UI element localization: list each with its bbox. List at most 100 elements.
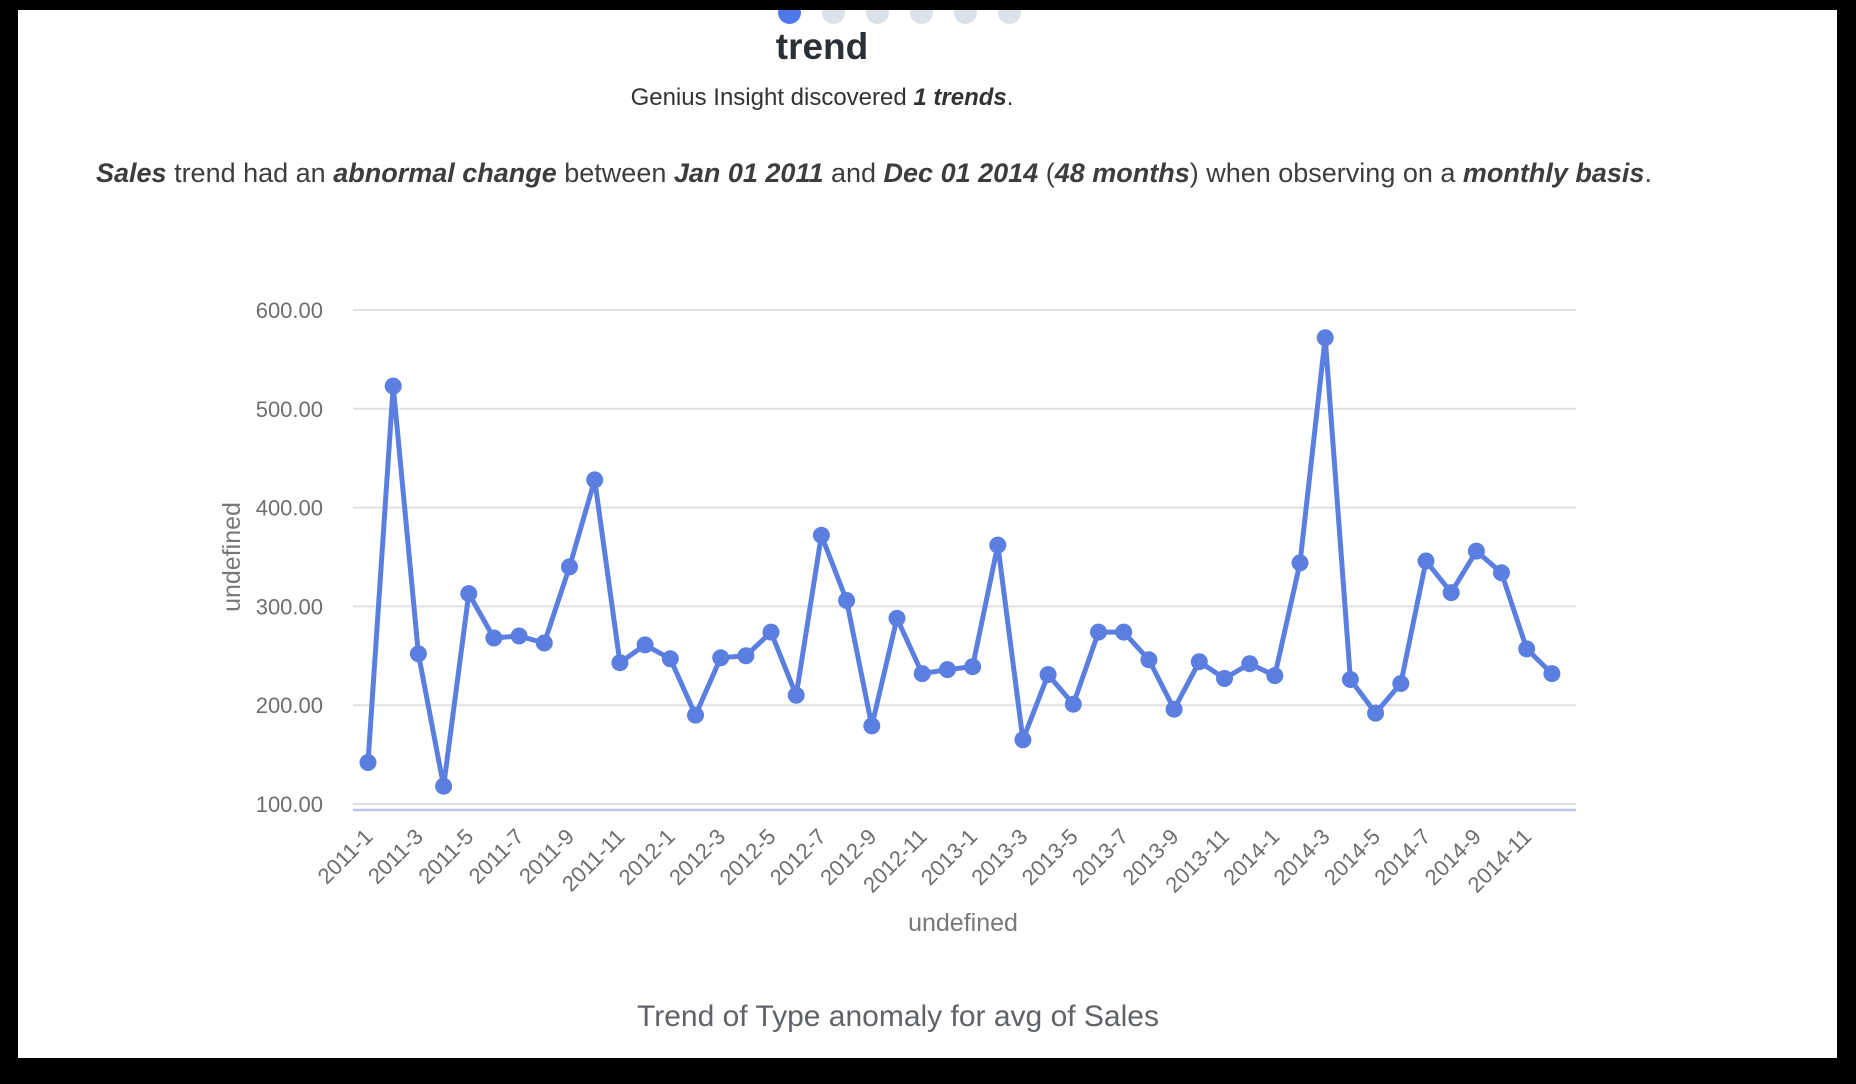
y-tick-label: 200.00 [256, 693, 323, 718]
header-block: trend Genius Insight discovered 1 trends… [18, 26, 1626, 112]
data-point[interactable] [1014, 731, 1032, 749]
data-point[interactable] [1518, 640, 1536, 658]
data-point[interactable] [1367, 704, 1385, 722]
insight-segment-highlight: abnormal change [333, 158, 557, 188]
data-point[interactable] [989, 536, 1007, 554]
data-point[interactable] [1115, 623, 1133, 641]
data-point[interactable] [913, 665, 931, 683]
x-tick-label: 2013-1 [916, 824, 982, 890]
data-point[interactable] [1216, 670, 1233, 687]
insight-segment-text: between [556, 158, 674, 188]
insight-segment-text: and [823, 158, 884, 188]
data-point[interactable] [661, 650, 679, 668]
data-point[interactable] [535, 634, 553, 652]
data-point[interactable] [1039, 666, 1057, 684]
x-tick-label: 2012-3 [664, 824, 730, 890]
insight-segment-text: ( [1038, 158, 1055, 188]
page-content: trend Genius Insight discovered 1 trends… [18, 10, 1837, 1058]
insight-segment-text: trend had an [166, 158, 334, 188]
data-point[interactable] [812, 526, 830, 544]
data-point[interactable] [737, 647, 755, 665]
carousel-dot[interactable] [866, 10, 889, 24]
insight-sentence: Sales trend had an abnormal change betwe… [96, 158, 1816, 189]
data-point[interactable] [687, 706, 704, 724]
carousel-dot[interactable] [910, 10, 933, 24]
data-point[interactable] [1341, 671, 1359, 688]
x-tick-label: 2014-3 [1269, 824, 1335, 890]
data-point[interactable] [561, 558, 578, 576]
data-point[interactable] [1442, 584, 1460, 602]
y-tick-label: 300.00 [256, 594, 323, 619]
data-point[interactable] [1090, 623, 1107, 641]
data-point[interactable] [1064, 695, 1082, 713]
data-point[interactable] [1241, 655, 1259, 673]
trend-line-chart-svg: 600.00 500.00 400.00 300.00 200.00 100.00 2011… [218, 298, 1576, 937]
data-point[interactable] [1266, 667, 1284, 685]
page-title: trend [775, 26, 869, 67]
data-point[interactable] [1291, 554, 1309, 572]
x-tick-label: 2011-5 [413, 824, 478, 889]
data-point[interactable] [1417, 552, 1435, 570]
insight-segment-text: . [1644, 158, 1652, 188]
trend-chart: 600.00 500.00 400.00 300.00 200.00 100.00 2011… [200, 250, 1640, 950]
subtitle-segment-text: . [1006, 84, 1014, 111]
x-tick-label: 2011-7 [464, 824, 529, 889]
y-axis-title: undefined [218, 502, 246, 612]
chart-caption: Trend of Type anomaly for avg of Sales [637, 1000, 1159, 1033]
data-point[interactable] [359, 754, 377, 771]
data-point[interactable] [888, 609, 906, 627]
data-point[interactable] [586, 471, 604, 489]
carousel-dot[interactable] [822, 10, 845, 24]
data-point[interactable] [485, 629, 503, 647]
data-point[interactable] [863, 717, 881, 735]
carousel-dot[interactable] [998, 10, 1021, 24]
y-tick-label: 500.00 [256, 397, 323, 422]
data-point[interactable] [1467, 542, 1485, 560]
data-point[interactable] [762, 623, 780, 641]
data-point[interactable] [611, 654, 629, 672]
data-point[interactable] [636, 636, 654, 654]
data-point[interactable] [1543, 665, 1561, 683]
data-point[interactable] [409, 645, 427, 663]
insight-segment-text: ) when observing on a [1189, 158, 1463, 188]
x-tick-label: 2013-5 [1017, 824, 1083, 890]
data-point[interactable] [1392, 675, 1410, 692]
data-point[interactable] [838, 592, 856, 609]
subtitle-segment-highlight: 1 trends [913, 84, 1007, 111]
x-axis-title: undefined [908, 909, 1018, 937]
data-point[interactable] [1493, 564, 1510, 582]
data-point[interactable] [1316, 329, 1334, 347]
data-point[interactable] [1190, 653, 1208, 671]
x-tick-label: 2012-7 [765, 824, 831, 890]
x-tick-label: 2013-7 [1067, 824, 1133, 890]
insight-segment-highlight: Dec 01 2014 [883, 158, 1039, 188]
x-tick-label: 2014-5 [1319, 824, 1385, 890]
insight-segment-highlight: Jan 01 2011 [673, 158, 824, 188]
x-tick-label: 2014-7 [1369, 824, 1435, 890]
x-tick-label: 2014-1 [1218, 824, 1284, 890]
subtitle-segment-text: Genius Insight discovered [630, 84, 914, 111]
data-point[interactable] [787, 686, 805, 704]
carousel-dot-active[interactable] [778, 10, 801, 24]
carousel-dot[interactable] [954, 10, 977, 24]
insight-segment-highlight: Sales [96, 158, 167, 188]
x-tick-label: 2012-5 [714, 824, 780, 890]
x-tick-label: 2011-1 [313, 824, 378, 889]
data-point[interactable] [460, 585, 478, 603]
insight-segment-highlight: monthly basis [1462, 158, 1645, 188]
x-tick-label: 2012-1 [614, 824, 680, 890]
y-tick-label: 100.00 [256, 792, 323, 817]
y-tick-label: 600.00 [256, 298, 323, 323]
y-tick-label: 400.00 [256, 496, 323, 521]
data-point[interactable] [938, 661, 956, 679]
data-point[interactable] [384, 377, 402, 395]
x-tick-label: 2011-3 [363, 824, 428, 889]
data-point[interactable] [510, 627, 528, 645]
insight-segment-highlight: 48 months [1054, 158, 1190, 188]
data-point[interactable] [1140, 651, 1158, 669]
data-point[interactable] [964, 658, 982, 676]
data-point[interactable] [712, 649, 730, 667]
data-point[interactable] [1165, 700, 1183, 718]
insight-count-subtitle: Genius Insight discovered 1 trends. [18, 84, 1626, 112]
data-point[interactable] [435, 777, 453, 795]
